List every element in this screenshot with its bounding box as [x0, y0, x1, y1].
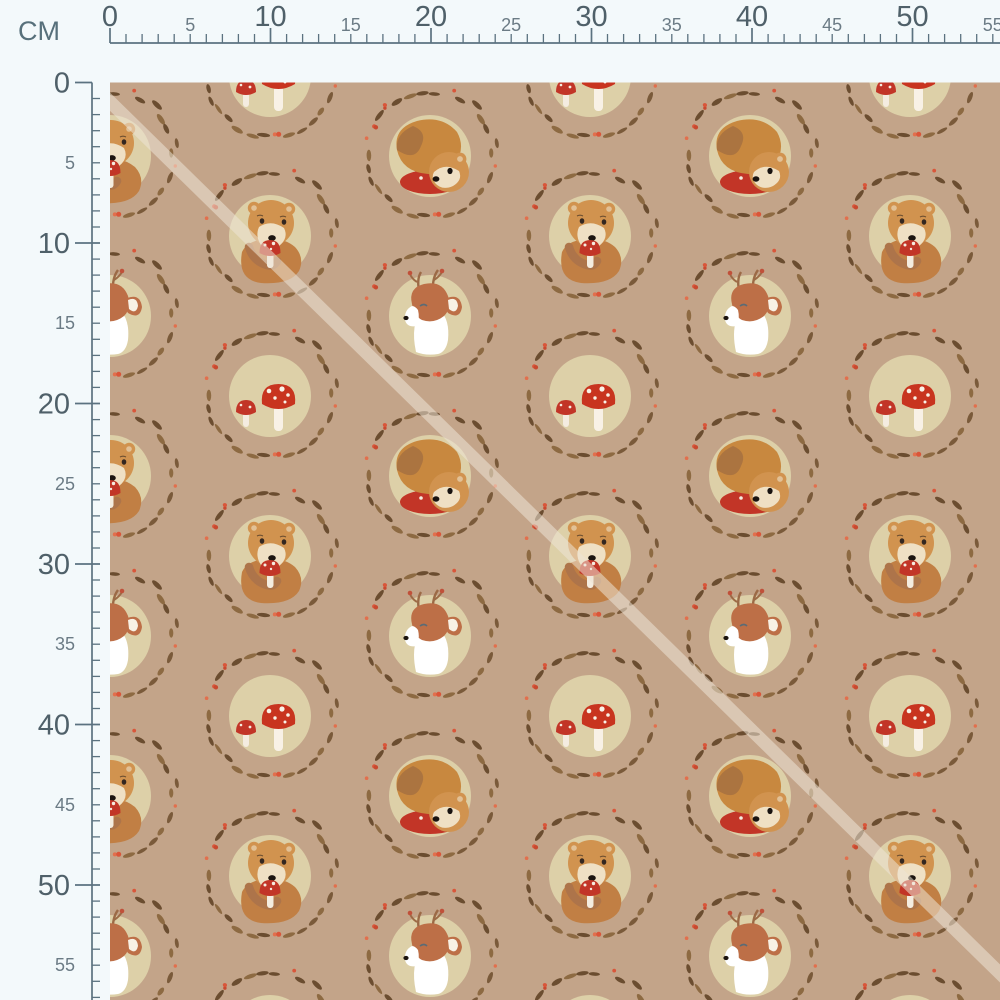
- svg-text:20: 20: [415, 1, 447, 33]
- svg-text:5: 5: [185, 15, 195, 35]
- svg-text:15: 15: [341, 15, 361, 35]
- svg-text:15: 15: [55, 313, 75, 333]
- svg-text:40: 40: [38, 710, 70, 742]
- svg-text:55: 55: [983, 15, 1000, 35]
- svg-text:45: 45: [55, 795, 75, 815]
- svg-text:0: 0: [54, 68, 70, 100]
- svg-text:55: 55: [55, 955, 75, 975]
- svg-text:25: 25: [55, 474, 75, 494]
- svg-text:30: 30: [575, 1, 607, 33]
- svg-text:40: 40: [736, 1, 768, 33]
- svg-text:25: 25: [501, 15, 521, 35]
- svg-text:50: 50: [896, 1, 928, 33]
- svg-text:35: 35: [662, 15, 682, 35]
- svg-text:10: 10: [38, 228, 70, 260]
- svg-text:0: 0: [102, 1, 118, 33]
- svg-text:5: 5: [65, 153, 75, 173]
- svg-text:10: 10: [254, 1, 286, 33]
- svg-text:30: 30: [38, 549, 70, 581]
- svg-text:CM: CM: [18, 16, 60, 46]
- svg-text:35: 35: [55, 634, 75, 654]
- svg-text:50: 50: [38, 870, 70, 902]
- svg-text:20: 20: [38, 389, 70, 421]
- svg-text:45: 45: [822, 15, 842, 35]
